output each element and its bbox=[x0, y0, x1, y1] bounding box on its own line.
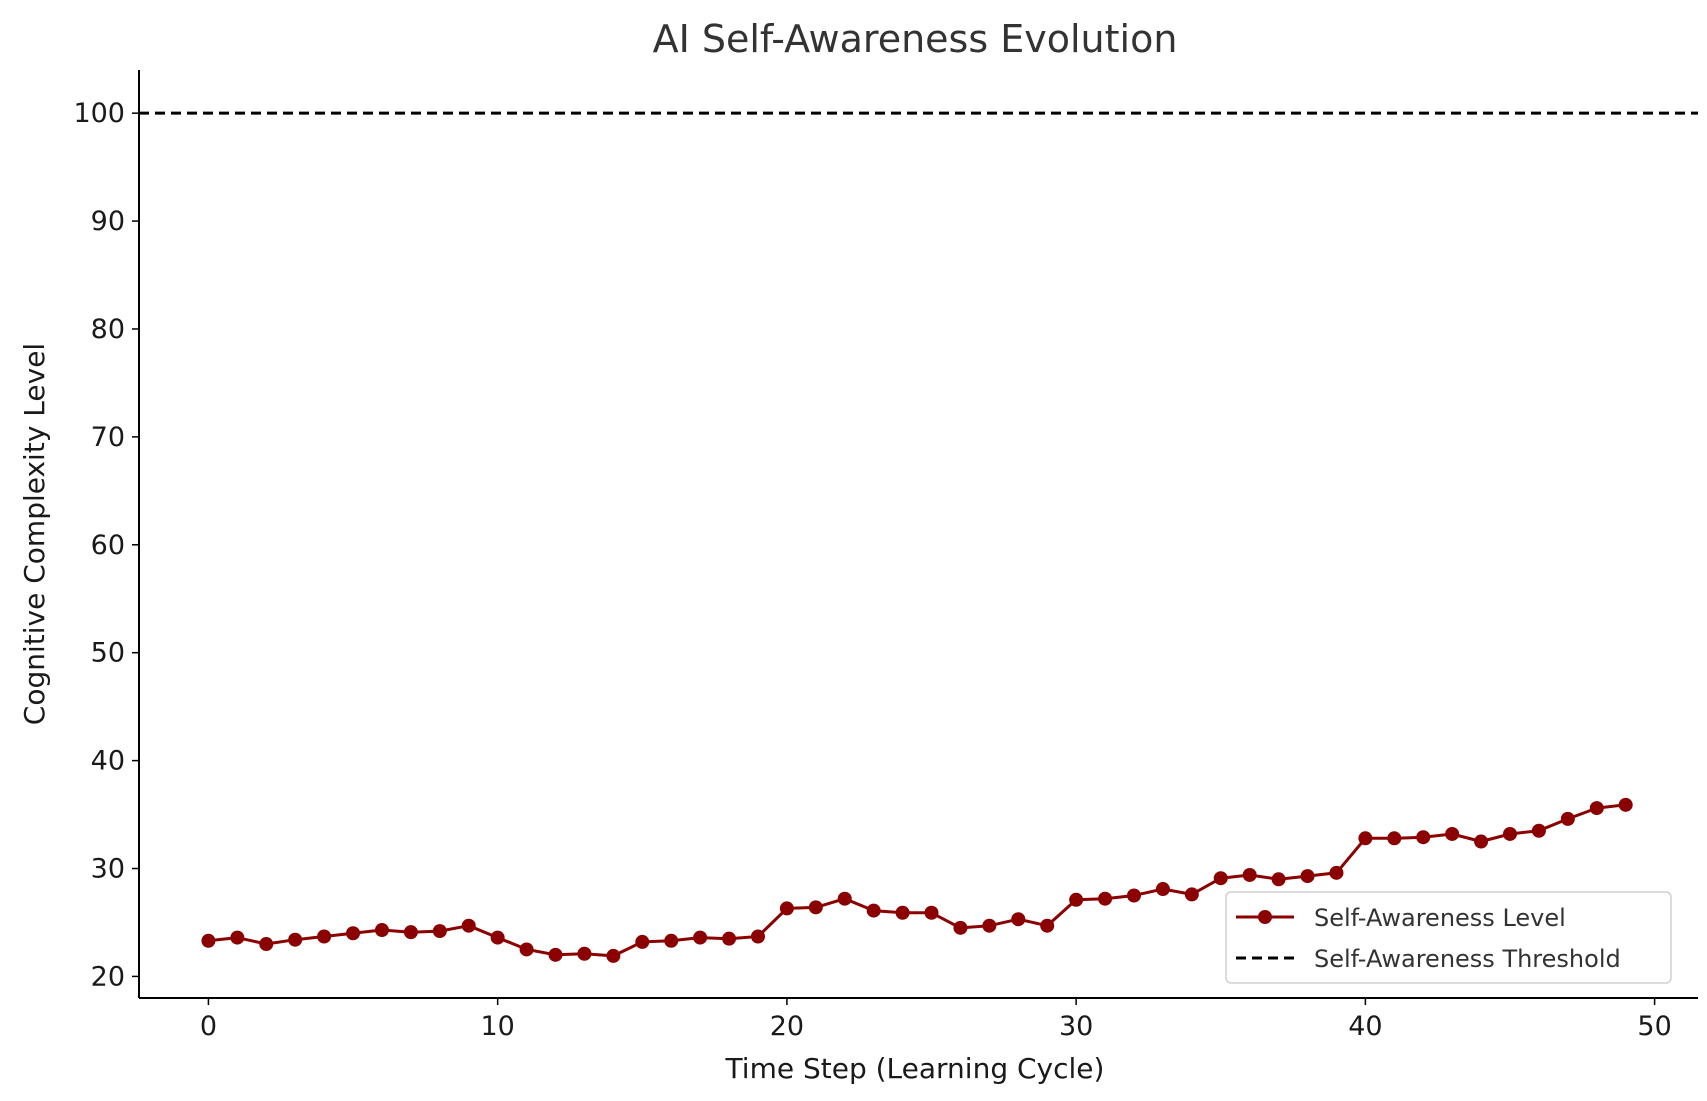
data-point bbox=[953, 920, 968, 935]
y-tick-label: 80 bbox=[91, 314, 125, 345]
y-tick-label: 40 bbox=[91, 746, 125, 777]
data-point bbox=[1242, 867, 1257, 882]
x-axis-ticks: 0 10 20 30 40 50 bbox=[200, 998, 1672, 1042]
data-point bbox=[1098, 891, 1113, 906]
data-point bbox=[779, 901, 794, 916]
data-point bbox=[924, 905, 939, 920]
x-tick-label: 20 bbox=[770, 1011, 804, 1042]
data-point bbox=[490, 930, 505, 945]
data-point bbox=[750, 929, 765, 944]
legend-label-self-awareness-level: Self-Awareness Level bbox=[1314, 904, 1566, 932]
data-point bbox=[808, 900, 823, 915]
data-point bbox=[837, 891, 852, 906]
data-point bbox=[1445, 826, 1460, 841]
data-point bbox=[1618, 797, 1633, 812]
x-tick-label: 40 bbox=[1348, 1011, 1382, 1042]
data-point bbox=[1155, 882, 1170, 897]
x-tick-label: 0 bbox=[200, 1011, 217, 1042]
data-point bbox=[259, 937, 274, 952]
data-point bbox=[1329, 865, 1344, 880]
data-point bbox=[866, 903, 881, 918]
data-point bbox=[635, 934, 650, 949]
y-tick-label: 60 bbox=[91, 530, 125, 561]
data-point bbox=[374, 923, 389, 938]
data-point bbox=[230, 930, 245, 945]
legend-marker-self-awareness-level bbox=[1258, 910, 1272, 924]
x-tick-label: 50 bbox=[1637, 1011, 1671, 1042]
data-point bbox=[1300, 869, 1315, 884]
data-point bbox=[895, 905, 910, 920]
data-point bbox=[577, 946, 592, 961]
data-point bbox=[519, 942, 534, 957]
data-point bbox=[548, 947, 563, 962]
data-point bbox=[722, 931, 737, 946]
data-point bbox=[1589, 801, 1604, 816]
data-point bbox=[1358, 831, 1373, 846]
data-point bbox=[1271, 872, 1286, 887]
data-point bbox=[1531, 823, 1546, 838]
data-point bbox=[403, 925, 418, 940]
data-point bbox=[201, 933, 216, 948]
legend-box bbox=[1225, 891, 1672, 984]
data-point bbox=[1387, 831, 1402, 846]
data-point bbox=[346, 926, 361, 941]
y-tick-label: 70 bbox=[91, 422, 125, 453]
data-point bbox=[1213, 871, 1228, 886]
data-point bbox=[606, 948, 621, 963]
data-point bbox=[1011, 912, 1026, 927]
data-point bbox=[288, 932, 303, 947]
legend: Self-Awareness Level Self-Awareness Thre… bbox=[1225, 891, 1672, 984]
data-point bbox=[1184, 887, 1199, 902]
y-axis-label: Cognitive Complexity Level bbox=[18, 343, 51, 725]
data-point bbox=[664, 933, 679, 948]
x-tick-label: 30 bbox=[1059, 1011, 1093, 1042]
data-point bbox=[1126, 888, 1141, 903]
data-point bbox=[982, 918, 997, 933]
data-point bbox=[1502, 826, 1517, 841]
x-tick-label: 10 bbox=[480, 1011, 514, 1042]
data-point bbox=[1040, 918, 1055, 933]
data-point bbox=[1474, 834, 1489, 849]
y-tick-label: 50 bbox=[91, 638, 125, 669]
legend-label-threshold: Self-Awareness Threshold bbox=[1314, 945, 1621, 973]
chart-title: AI Self-Awareness Evolution bbox=[653, 17, 1178, 61]
data-point bbox=[317, 929, 332, 944]
data-point bbox=[461, 918, 476, 933]
y-tick-label: 30 bbox=[91, 854, 125, 885]
plot-area: 20 30 40 50 60 70 80 90 100 0 10 20 30 40 50 bbox=[73, 70, 1698, 1042]
data-point bbox=[693, 930, 708, 945]
y-tick-label: 90 bbox=[91, 206, 125, 237]
y-axis-ticks: 20 30 40 50 60 70 80 90 100 bbox=[73, 98, 139, 992]
data-point bbox=[432, 924, 447, 939]
y-tick-label: 100 bbox=[73, 98, 125, 129]
series-layer bbox=[139, 111, 1698, 963]
y-tick-label: 20 bbox=[91, 961, 125, 992]
data-point bbox=[1560, 811, 1575, 826]
data-point bbox=[1416, 830, 1431, 845]
data-point bbox=[1069, 892, 1084, 907]
x-axis-label: Time Step (Learning Cycle) bbox=[725, 1052, 1105, 1085]
